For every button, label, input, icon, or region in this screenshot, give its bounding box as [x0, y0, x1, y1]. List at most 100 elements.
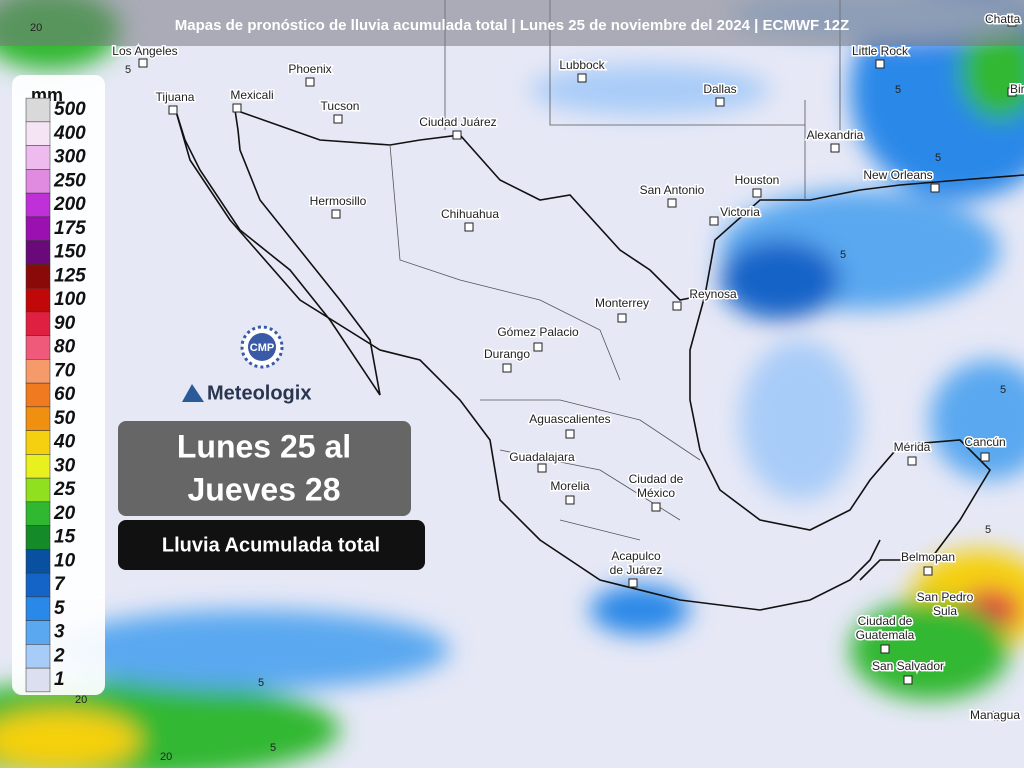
- coastline: [174, 107, 1024, 611]
- legend-swatch: [25, 454, 51, 479]
- city-label: Sula: [933, 604, 957, 618]
- city-label: Guadalajara: [509, 450, 575, 464]
- city-label: Ciudad Juárez: [419, 115, 496, 129]
- city-label: Cancún: [964, 435, 1005, 449]
- city-marker: [923, 566, 933, 576]
- city-label: Guatemala: [856, 628, 915, 642]
- cities: Los Angeles Phoenix Tucson Lubbock Dallas Lit…: [111, 11, 1024, 724]
- contour-label: 5: [125, 64, 131, 76]
- city-label: San Antonio: [640, 183, 705, 197]
- city-marker: [565, 429, 575, 439]
- city-marker: [305, 77, 315, 87]
- contour-label: 20: [75, 694, 87, 706]
- city-marker: [533, 342, 543, 352]
- city-label: Houston: [735, 173, 780, 187]
- info-line: Jueves 28: [187, 471, 340, 507]
- legend-swatch: [25, 572, 51, 598]
- city-marker: [502, 363, 512, 373]
- legend-swatch: [25, 287, 51, 313]
- city-label: New Orleans: [863, 168, 932, 182]
- city-label: Managua: [970, 708, 1020, 722]
- legend-swatch: [25, 264, 51, 289]
- city-label: Reynosa: [689, 287, 737, 301]
- city-label: Victoria: [720, 205, 760, 219]
- legend-label: 125: [54, 265, 86, 286]
- legend-label: 20: [53, 503, 76, 524]
- legend-label: 50: [54, 408, 76, 429]
- city-label: Morelia: [550, 479, 590, 493]
- contour-labels: 20 5 5 5 5 5 5 5 20 5 20: [30, 22, 1006, 763]
- city-label: México: [637, 486, 675, 500]
- city-label: San Salvador: [872, 659, 944, 673]
- city-label: Phoenix: [288, 62, 331, 76]
- legend-swatch: [25, 477, 51, 503]
- contour-label: 5: [985, 524, 991, 536]
- legend-swatch: [25, 549, 51, 574]
- legend-swatch: [25, 97, 51, 123]
- city-marker: [1007, 17, 1017, 27]
- city-label: Monterrey: [595, 296, 649, 310]
- legend-swatch: [25, 311, 51, 336]
- city-marker: [577, 73, 587, 83]
- city-label: Chatta: [985, 12, 1021, 26]
- city-label: Gómez Palacio: [497, 325, 579, 339]
- brand-name: Meteologix: [207, 382, 311, 404]
- legend-swatch: [25, 501, 51, 526]
- legend-swatch: [25, 406, 51, 431]
- logo-disc: [248, 333, 276, 361]
- city-marker: [537, 463, 547, 473]
- legend-label: 15: [54, 527, 76, 548]
- legend-label: 200: [53, 194, 86, 215]
- city-marker: [880, 644, 890, 654]
- city-marker: [333, 114, 343, 124]
- contour-label: 20: [30, 22, 42, 34]
- city-label: Belmopan: [901, 550, 955, 564]
- city-marker: [752, 188, 762, 198]
- contour-label: 5: [270, 742, 276, 754]
- legend-swatch: [25, 596, 51, 621]
- city-marker: [452, 130, 462, 140]
- city-label: Mexicali: [230, 88, 273, 102]
- city-label: de Juárez: [610, 563, 663, 577]
- contour-label: 20: [160, 751, 172, 763]
- info-box: [118, 421, 411, 516]
- contour-label: 5: [840, 249, 846, 261]
- city-marker: [715, 97, 725, 107]
- brand-icon: [182, 384, 204, 402]
- legend-swatch: [25, 667, 51, 693]
- legend-label: 5: [54, 598, 65, 619]
- title-bar: [0, 0, 1024, 46]
- legend-swatch: [25, 121, 51, 146]
- city-label: Tijuana: [156, 90, 195, 104]
- legend-label: 100: [54, 289, 86, 310]
- city-label: Ciudad de: [629, 472, 684, 486]
- city-marker: [990, 711, 1000, 721]
- city-marker: [907, 456, 917, 466]
- legend-label: 500: [54, 99, 86, 120]
- city-label: Chihuahua: [441, 207, 499, 221]
- city-marker: [168, 105, 178, 115]
- legend-label: 70: [54, 360, 76, 381]
- city-marker: [709, 216, 719, 226]
- contour-label: 5: [935, 152, 941, 164]
- city-marker: [830, 143, 840, 153]
- legend-label: 3: [54, 622, 65, 643]
- legend-swatch: [25, 192, 51, 218]
- legend-label: 175: [54, 218, 86, 239]
- legend-swatch: [25, 359, 51, 384]
- legend-label: 60: [54, 384, 76, 405]
- city-label: Little Rock: [852, 44, 909, 58]
- legend-label: 2: [53, 645, 65, 666]
- city-marker: [930, 183, 940, 193]
- city-marker: [617, 313, 627, 323]
- city-marker: [667, 198, 677, 208]
- contour-label: 5: [1000, 384, 1006, 396]
- legend-swatch: [25, 382, 51, 408]
- legend-label: 90: [54, 313, 76, 334]
- city-marker: [232, 103, 242, 113]
- subtitle: Lluvia Acumulada total: [162, 534, 380, 556]
- city-marker: [565, 495, 575, 505]
- city-marker: [331, 209, 341, 219]
- title: Mapas de pronóstico de lluvia acumulada …: [175, 17, 849, 34]
